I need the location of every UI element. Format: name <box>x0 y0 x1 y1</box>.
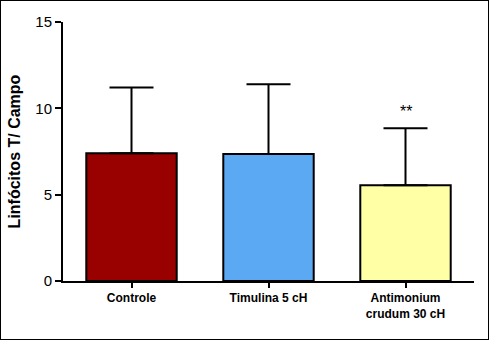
svg-text:Linfócitos T/ Campo: Linfócitos T/ Campo <box>6 74 23 228</box>
svg-text:15: 15 <box>35 13 52 30</box>
svg-text:Antimoniumcrudum 30 cH: Antimoniumcrudum 30 cH <box>366 291 445 321</box>
svg-text:Timulina 5 cH: Timulina 5 cH <box>230 291 308 305</box>
svg-text:5: 5 <box>44 186 52 203</box>
svg-text:0: 0 <box>44 272 52 289</box>
svg-text:Controle: Controle <box>107 291 157 305</box>
svg-text:**: ** <box>400 103 412 120</box>
svg-text:10: 10 <box>35 100 52 117</box>
